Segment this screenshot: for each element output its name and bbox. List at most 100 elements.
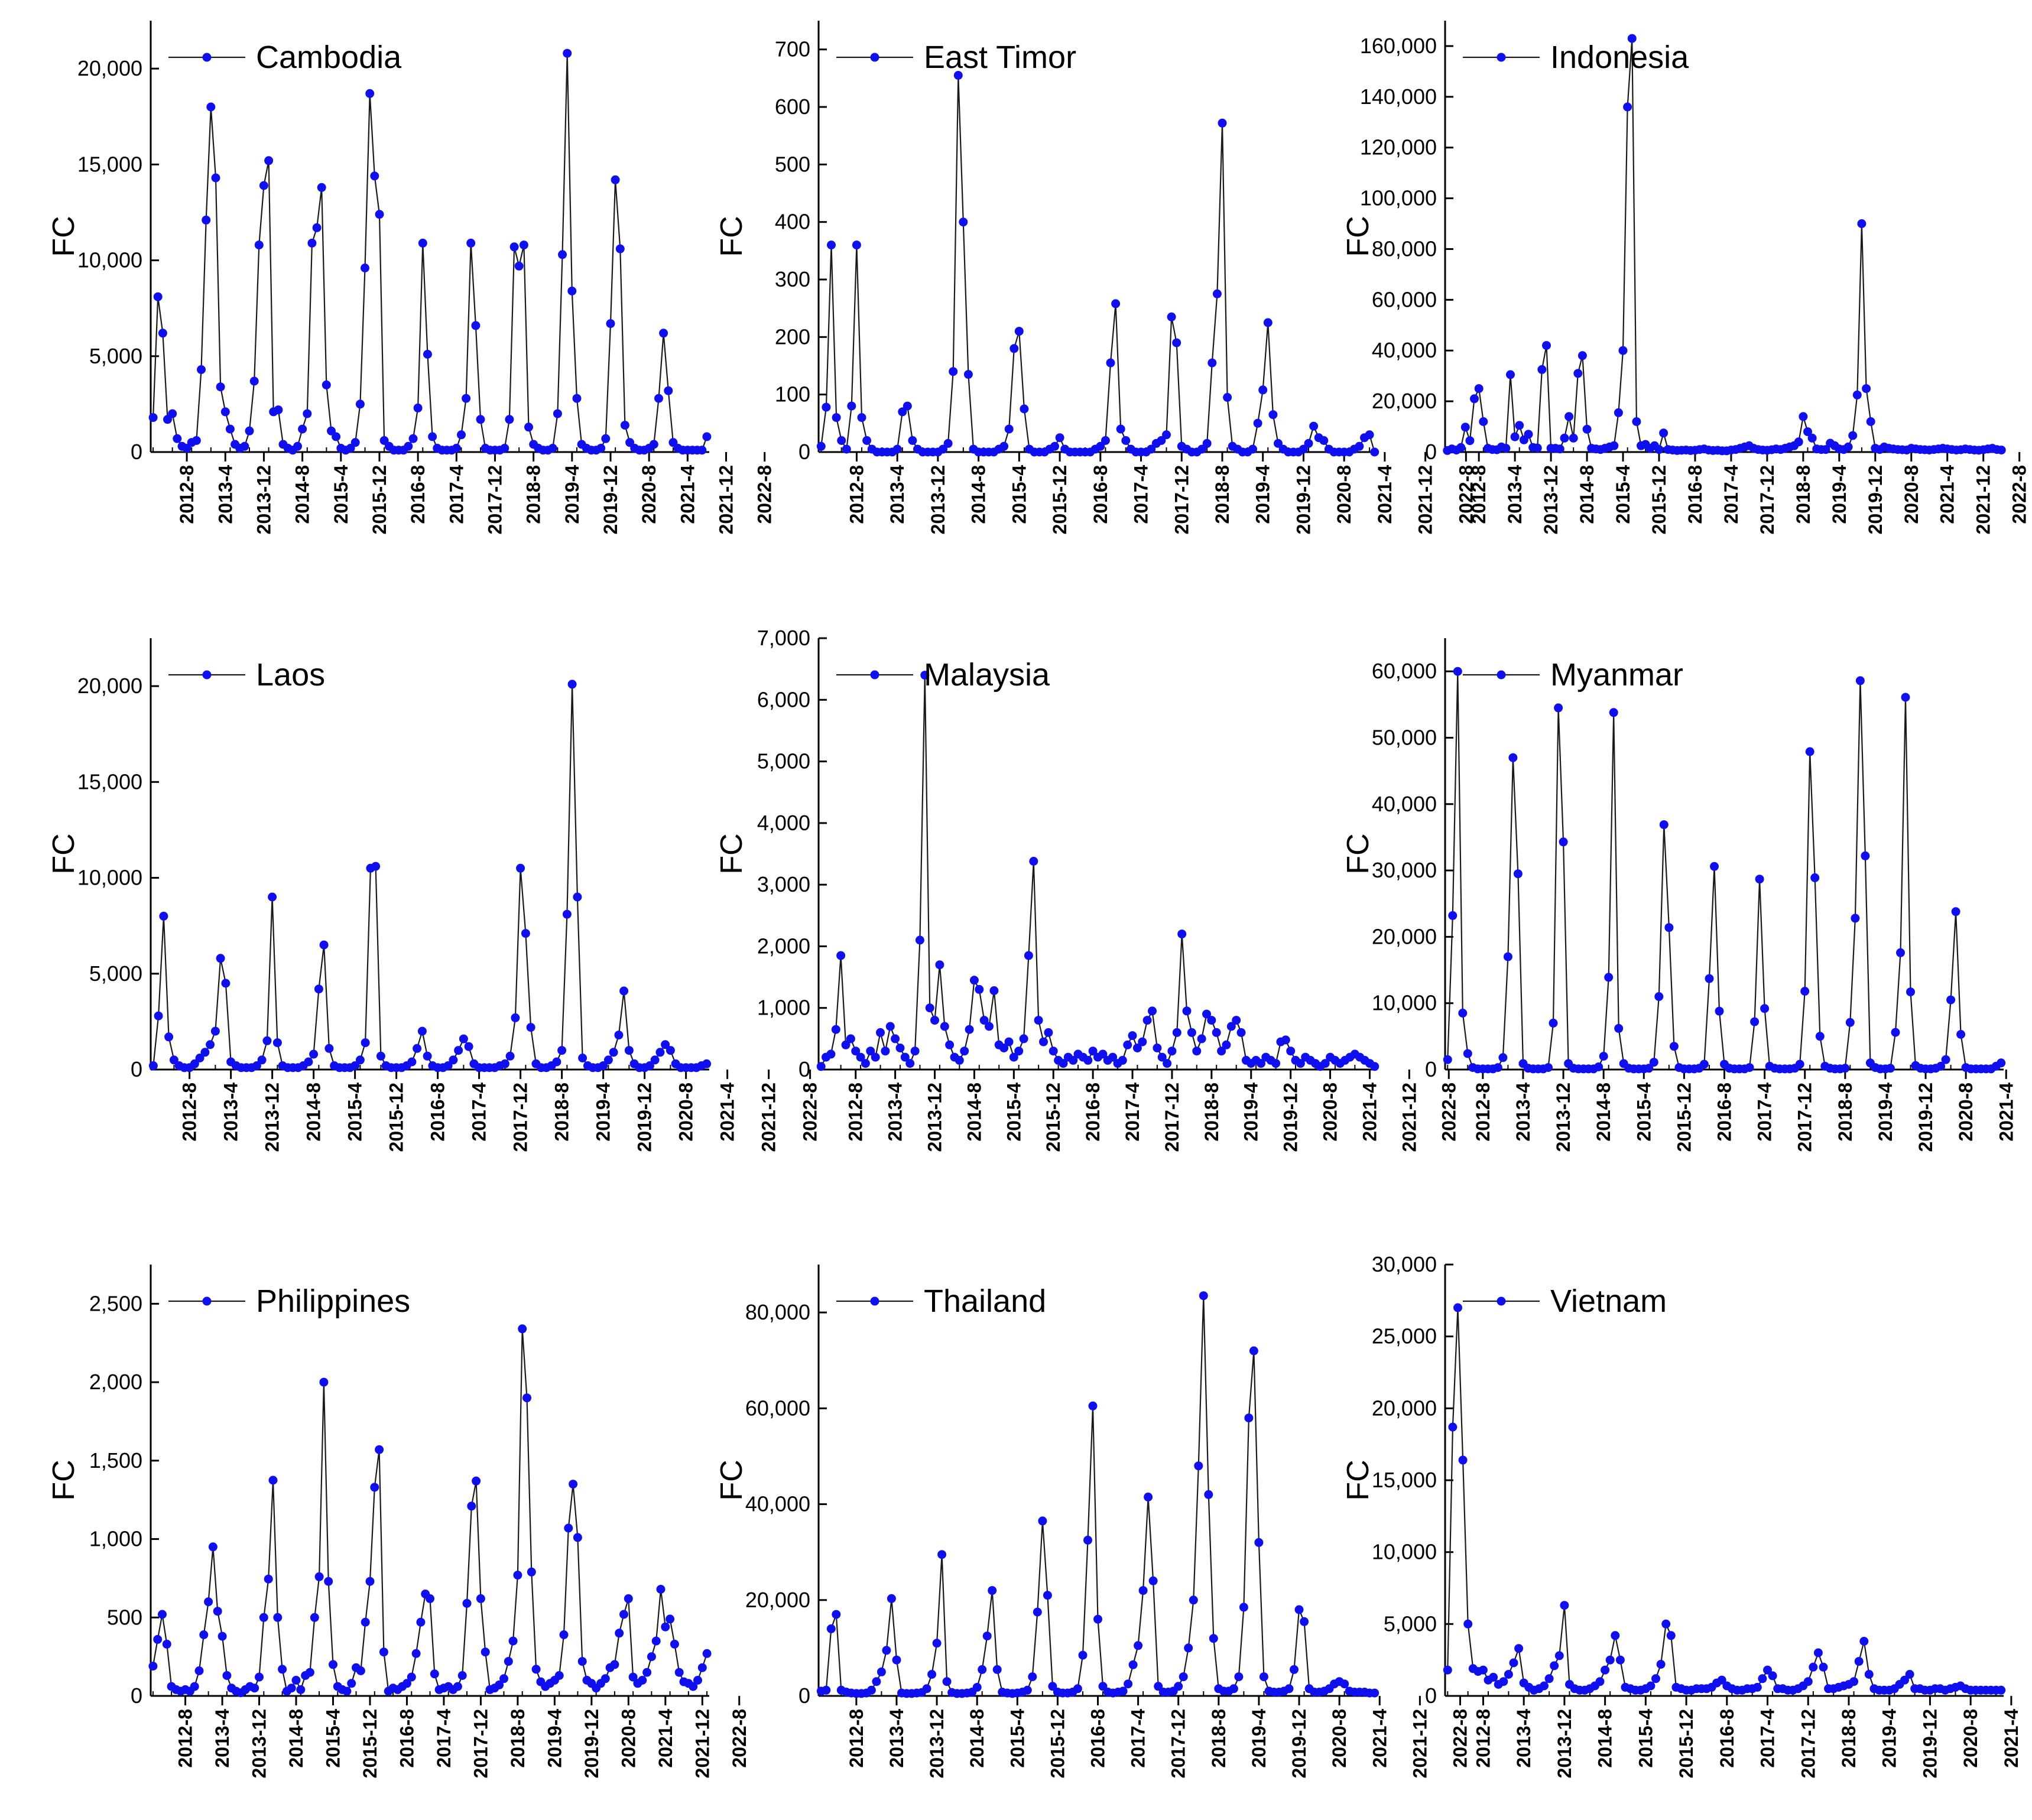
- data-point: [573, 892, 582, 902]
- data-point: [1614, 408, 1623, 417]
- data-point: [1956, 1030, 1966, 1039]
- data-point: [1599, 1052, 1608, 1061]
- data-point: [832, 413, 841, 422]
- data-point: [959, 217, 968, 227]
- data-point: [882, 1646, 891, 1655]
- data-point: [1096, 441, 1105, 451]
- data-point: [599, 1061, 608, 1070]
- data-point: [1810, 873, 1820, 882]
- x-tick-label: 2015-4: [1635, 1709, 1656, 1768]
- y-tick-label: 15,000: [77, 769, 142, 794]
- data-point: [466, 238, 476, 248]
- data-point: [905, 1059, 915, 1068]
- data-point: [1043, 1591, 1052, 1600]
- data-point: [1370, 1062, 1379, 1071]
- legend-label: Vietnam: [1550, 1283, 1667, 1319]
- data-point: [1549, 1018, 1558, 1028]
- x-tick-label: 2017-4: [1128, 1709, 1149, 1768]
- legend-marker: [1497, 670, 1506, 680]
- data-point: [159, 911, 168, 921]
- data-point: [1815, 1032, 1825, 1041]
- data-point: [1226, 1022, 1236, 1031]
- data-point: [1167, 312, 1176, 321]
- data-point: [1128, 1660, 1138, 1669]
- data-point: [1259, 1672, 1268, 1682]
- data-point: [1209, 1634, 1218, 1643]
- data-point: [298, 424, 307, 434]
- x-tick-label: 2019-4: [1241, 1083, 1262, 1142]
- data-point: [1217, 1046, 1226, 1056]
- data-point: [836, 951, 846, 960]
- data-point: [1059, 1059, 1068, 1068]
- data-point: [1248, 444, 1257, 454]
- data-point: [1167, 1046, 1177, 1056]
- data-point: [1309, 421, 1319, 431]
- data-point: [1669, 1042, 1679, 1051]
- data-point: [202, 215, 211, 225]
- x-tick-label: 2018-8: [1208, 1709, 1229, 1768]
- x-tick-label: 2016-8: [1088, 1709, 1109, 1768]
- y-axis-label: FC: [1341, 1460, 1375, 1500]
- x-tick-label: 2012-8: [846, 1709, 867, 1768]
- data-point: [989, 986, 999, 995]
- y-tick-label: 400: [775, 210, 810, 234]
- data-point: [255, 1672, 264, 1682]
- data-point: [1134, 1641, 1143, 1650]
- x-tick-label: 2013-4: [886, 1709, 907, 1768]
- x-tick-label: 2015-12: [1648, 465, 1670, 534]
- data-point: [927, 1670, 937, 1679]
- data-point: [871, 1052, 880, 1062]
- data-point: [293, 441, 302, 451]
- data-point: [1148, 1006, 1157, 1016]
- data-point: [200, 1048, 210, 1057]
- data-point: [1154, 1682, 1163, 1691]
- x-tick-label: 2022-8: [1438, 1083, 1459, 1142]
- data-point: [194, 1666, 204, 1675]
- data-point: [1768, 1671, 1777, 1681]
- chart-panel-malaysia: 0 1,000 2,000 3,000 4,000 5,000 6,000 7,000 2012…: [715, 626, 1459, 1152]
- data-point: [402, 1679, 411, 1688]
- data-point: [1601, 1665, 1610, 1675]
- data-point: [221, 979, 231, 988]
- data-point: [1861, 851, 1870, 860]
- data-point: [1290, 1665, 1299, 1674]
- data-point: [609, 1048, 618, 1057]
- data-point: [1028, 1672, 1037, 1682]
- data-point: [1009, 344, 1019, 353]
- data-point: [1503, 952, 1512, 961]
- legend-label: Laos: [256, 657, 325, 693]
- data-point: [173, 434, 182, 443]
- data-point: [1659, 428, 1669, 438]
- data-point: [827, 240, 836, 250]
- data-point: [1474, 384, 1484, 394]
- data-point: [430, 1669, 439, 1679]
- data-point: [1340, 1679, 1349, 1689]
- data-point: [619, 986, 629, 996]
- data-point: [526, 1023, 535, 1032]
- data-point: [1033, 1607, 1042, 1617]
- data-point: [887, 1594, 896, 1603]
- data-point: [610, 1660, 619, 1669]
- x-tick-label: 2017-4: [1721, 465, 1742, 524]
- legend-label: East Timor: [924, 40, 1076, 75]
- data-point: [1465, 436, 1475, 446]
- data-point: [1595, 1677, 1605, 1686]
- data-point: [1855, 676, 1865, 685]
- data-point: [1843, 442, 1853, 451]
- legend-marker: [870, 1296, 879, 1306]
- data-point: [259, 181, 268, 190]
- data-point: [1271, 1059, 1281, 1068]
- data-point: [1560, 1601, 1569, 1610]
- legend-marker: [202, 1296, 212, 1306]
- data-point: [1116, 424, 1125, 434]
- data-point: [953, 71, 963, 80]
- y-tick-label: 60,000: [1372, 659, 1437, 683]
- data-point: [1750, 1017, 1760, 1026]
- data-point: [467, 1502, 476, 1511]
- data-point: [305, 1668, 314, 1677]
- data-point: [1232, 1016, 1241, 1025]
- x-tick-label: 2015-12: [359, 1709, 381, 1778]
- data-point: [1632, 417, 1641, 426]
- data-point: [1654, 992, 1664, 1001]
- data-point: [1510, 432, 1520, 441]
